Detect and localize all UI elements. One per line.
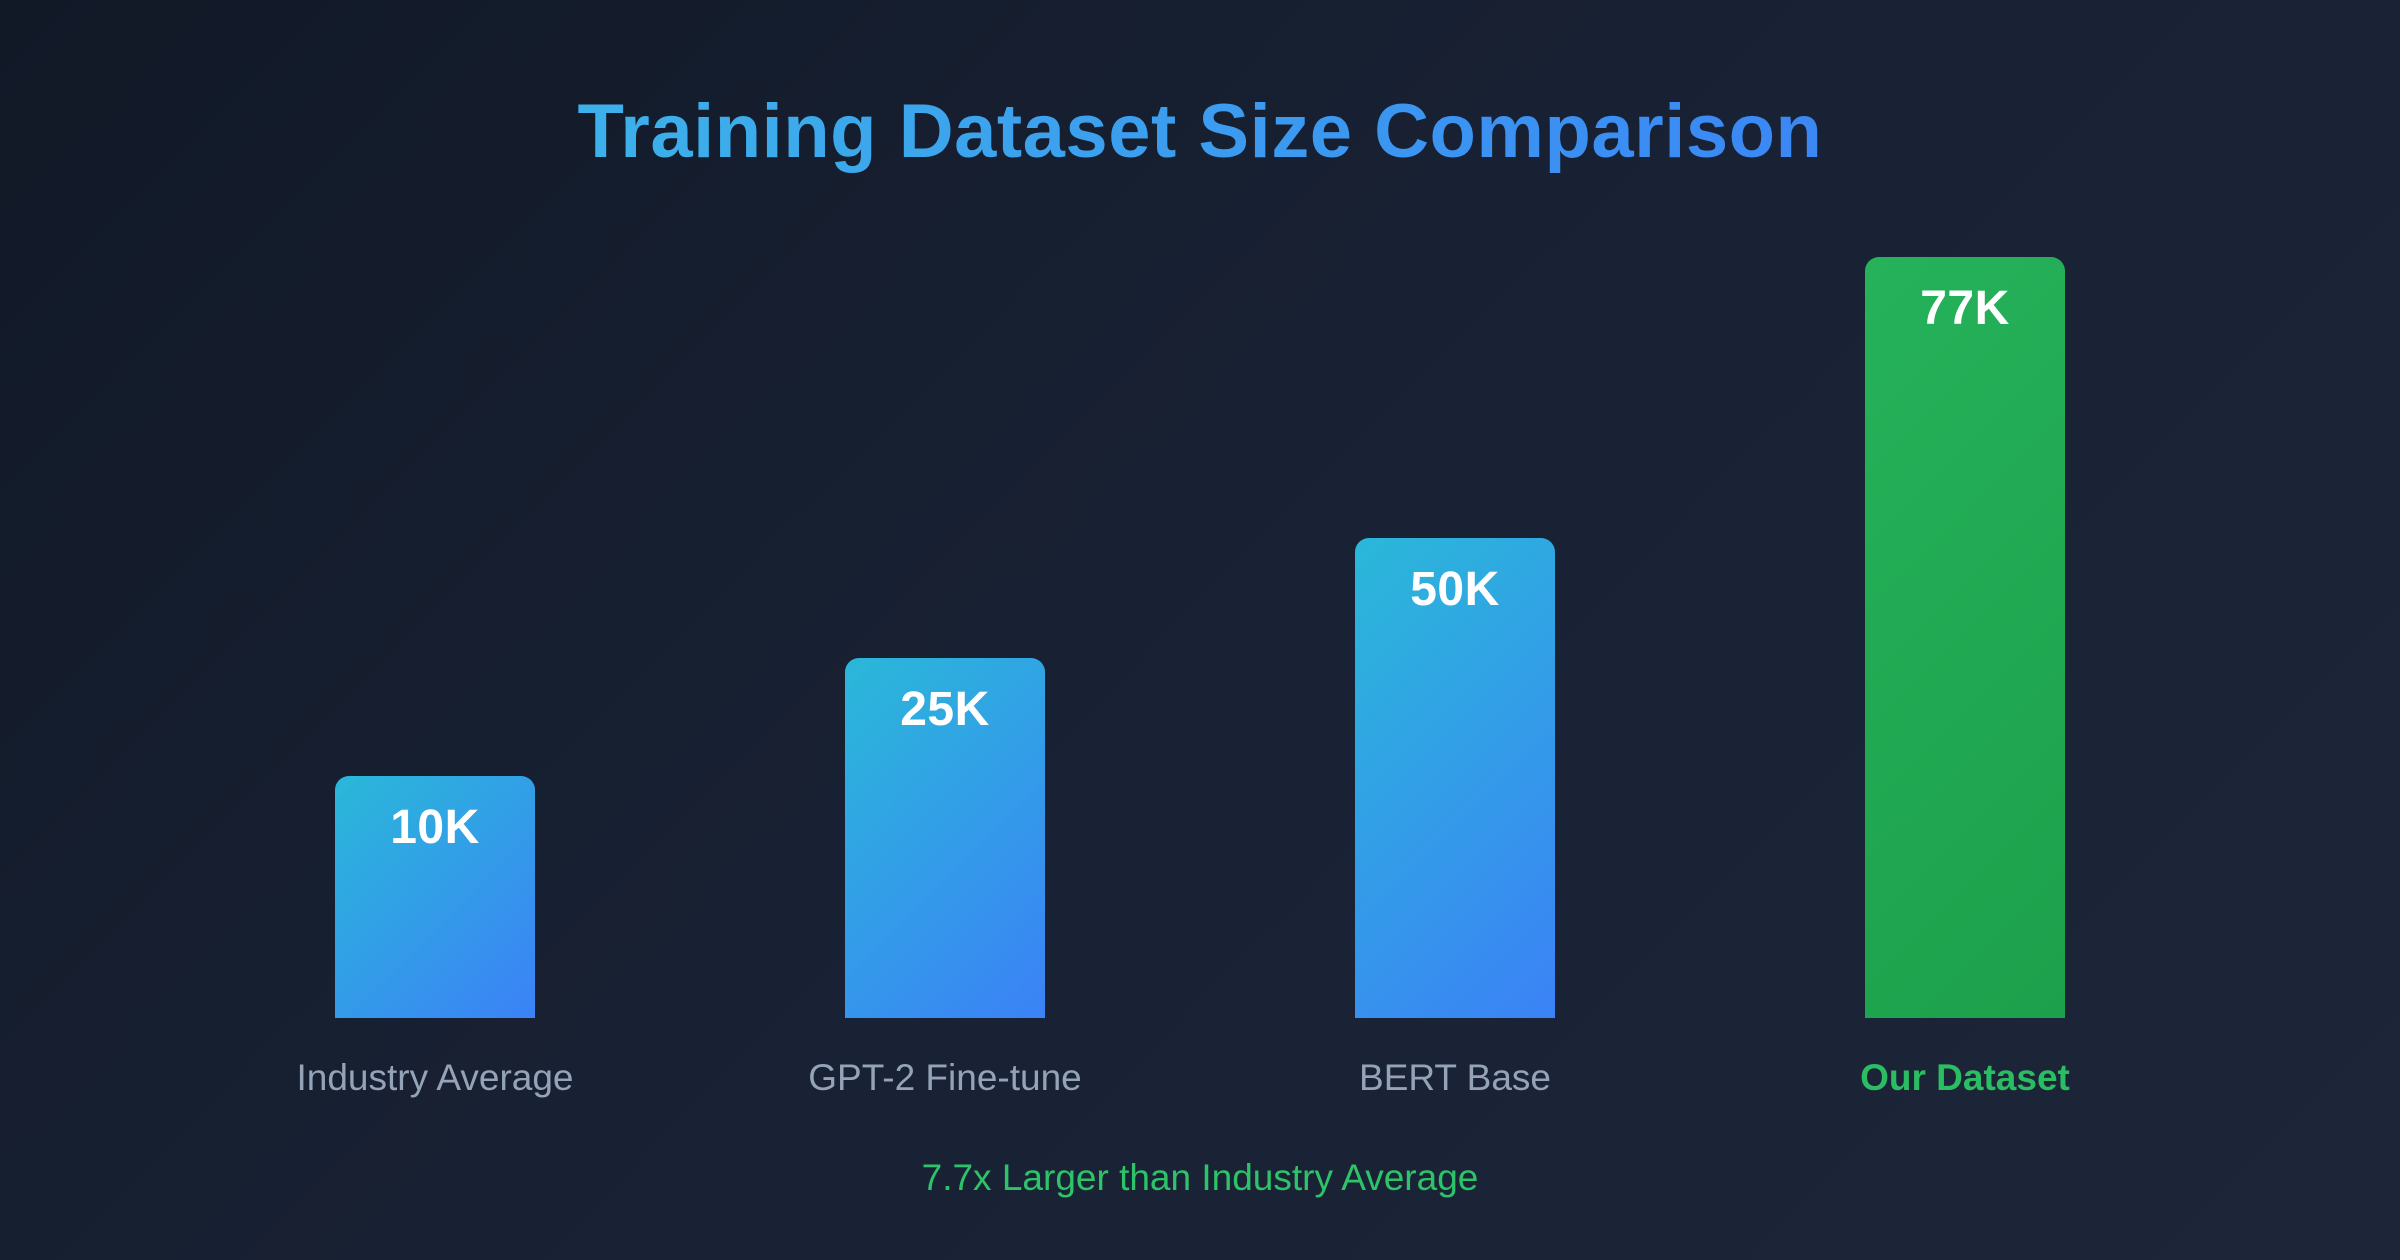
category-label-gpt2-finetune: GPT-2 Fine-tune: [808, 1057, 1082, 1099]
comparison-annotation: 7.7x Larger than Industry Average: [921, 1157, 1479, 1199]
bar-our-dataset: 77K: [1865, 257, 2065, 1019]
category-label-bert-base: BERT Base: [1359, 1057, 1551, 1099]
bar-column-industry-average: 10K Industry Average: [180, 776, 690, 1099]
category-label-our-dataset: Our Dataset: [1860, 1057, 2070, 1099]
bar-industry-average: 10K: [335, 776, 535, 1019]
bar-value-label: 50K: [1410, 563, 1500, 617]
category-label-industry-average: Industry Average: [296, 1057, 574, 1099]
bar-column-gpt2-finetune: 25K GPT-2 Fine-tune: [690, 658, 1200, 1099]
bar-bert-base: 50K: [1355, 538, 1555, 1019]
bar-column-our-dataset: 77K Our Dataset: [1710, 257, 2220, 1099]
bar-column-bert-base: 50K BERT Base: [1200, 538, 1710, 1099]
bar-chart: 10K Industry Average 25K GPT-2 Fine-tune…: [0, 257, 2400, 1099]
bar-gpt2-finetune: 25K: [845, 658, 1045, 1019]
bar-value-label: 25K: [900, 683, 990, 737]
bar-value-label: 10K: [390, 801, 480, 855]
bar-value-label: 77K: [1920, 282, 2010, 336]
chart-title: Training Dataset Size Comparison: [0, 0, 2400, 177]
